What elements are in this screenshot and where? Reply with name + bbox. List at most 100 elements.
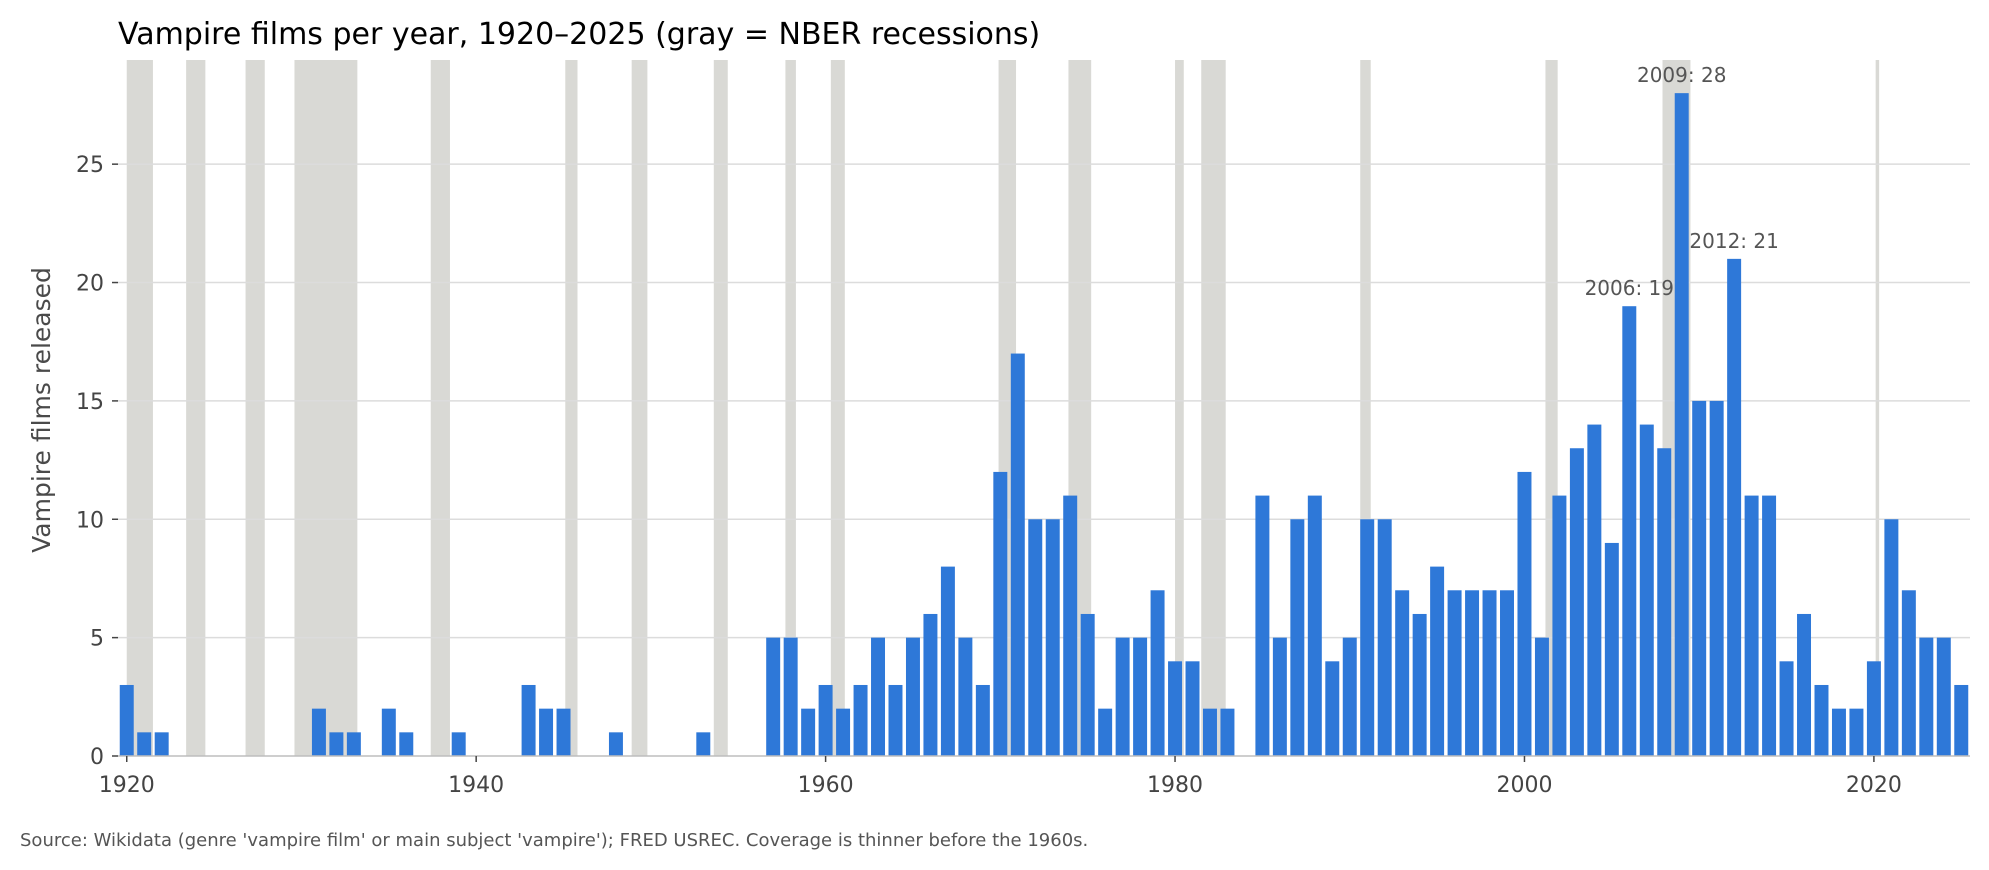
recession-band: [126, 60, 153, 756]
y-tick-label: 0: [90, 745, 104, 770]
recession-band: [565, 60, 578, 756]
bar: [783, 637, 798, 756]
bar: [1185, 661, 1200, 756]
bar: [1569, 448, 1584, 756]
bar: [1080, 613, 1095, 756]
bar: [1010, 353, 1025, 756]
bar: [1115, 637, 1130, 756]
bar: [1797, 613, 1812, 756]
bar: [539, 708, 554, 756]
bar: [1919, 637, 1934, 756]
bar: [154, 732, 169, 756]
peak-annotation: 2012: 21: [1689, 229, 1778, 253]
bar: [1290, 519, 1305, 756]
bar: [871, 637, 886, 756]
bar: [1517, 471, 1532, 756]
bar: [1098, 708, 1113, 756]
bar: [329, 732, 344, 756]
bar: [1133, 637, 1148, 756]
bar: [381, 708, 396, 756]
bar: [801, 708, 816, 756]
bar: [1255, 495, 1270, 756]
bar: [137, 732, 152, 756]
bar: [1342, 637, 1357, 756]
recession-band: [631, 60, 648, 756]
bar: [1465, 590, 1480, 756]
bar: [556, 708, 571, 756]
axes: 1920 1940 1960 1980 2000 2020 0 5 10 15 20 25: [76, 153, 1970, 798]
bar: [1622, 306, 1637, 756]
recession-band: [294, 60, 358, 756]
recession-band: [1175, 60, 1184, 756]
bar: [1063, 495, 1078, 756]
bar: [608, 732, 623, 756]
bar: [1395, 590, 1410, 756]
bar: [888, 684, 903, 756]
bar: [836, 708, 851, 756]
bar: [1692, 400, 1707, 756]
recession-band: [186, 60, 206, 756]
bar: [1377, 519, 1392, 756]
bar: [1412, 613, 1427, 756]
x-tick-label: 1960: [798, 773, 854, 798]
y-axis-label: Vampire films released: [27, 267, 56, 553]
recession-band: [1201, 60, 1226, 756]
bar: [1500, 590, 1514, 756]
bars: [119, 93, 1969, 756]
bar: [958, 637, 973, 756]
y-tick-label: 10: [76, 508, 104, 533]
bar: [521, 684, 536, 756]
recession-band: [1360, 60, 1371, 756]
y-tick-label: 5: [90, 627, 104, 652]
bar: [1272, 637, 1287, 756]
recession-band: [785, 60, 796, 756]
chart-title: Vampire films per year, 1920–2025 (gray …: [118, 17, 1040, 52]
bar: [1744, 495, 1759, 756]
bar: [119, 684, 134, 756]
bar: [451, 732, 466, 756]
bar: [1727, 258, 1742, 756]
bar: [818, 684, 833, 756]
y-tick-label: 20: [76, 272, 104, 297]
bar: [311, 708, 326, 756]
bar: [1779, 661, 1794, 756]
bar: [1901, 590, 1916, 756]
bar: [1954, 684, 1969, 756]
bar: [346, 732, 361, 756]
bar: [696, 732, 711, 756]
bar: [399, 732, 414, 756]
bar: [1814, 684, 1829, 756]
bar: [1831, 708, 1846, 756]
bar: [940, 566, 955, 756]
y-tick-label: 15: [76, 390, 104, 415]
bar: [1028, 519, 1043, 756]
bar: [1849, 708, 1864, 756]
source-note: Source: Wikidata (genre 'vampire film' o…: [20, 830, 1088, 851]
bar: [905, 637, 920, 756]
bar: [1936, 637, 1951, 756]
bar: [1604, 542, 1619, 756]
recession-band: [1875, 60, 1880, 756]
bar: [1430, 566, 1445, 756]
bar: [1552, 495, 1567, 756]
x-tick-label: 1920: [99, 773, 155, 798]
bar: [1307, 495, 1322, 756]
peak-annotation: 2009: 28: [1637, 63, 1726, 87]
bar: [1709, 400, 1724, 756]
recession-band: [430, 60, 450, 756]
bar: [1045, 519, 1060, 756]
bar: [975, 684, 990, 756]
x-tick-label: 2020: [1846, 773, 1902, 798]
bar: [1884, 519, 1899, 756]
bar: [1674, 93, 1689, 756]
bar: [766, 637, 781, 756]
bar: [853, 684, 868, 756]
bar: [1447, 590, 1462, 756]
recession-band: [830, 60, 845, 756]
bar: [993, 471, 1008, 756]
y-tick-label: 25: [76, 153, 104, 178]
x-tick-label: 1980: [1147, 773, 1203, 798]
recession-band: [713, 60, 728, 756]
bar: [1325, 661, 1340, 756]
